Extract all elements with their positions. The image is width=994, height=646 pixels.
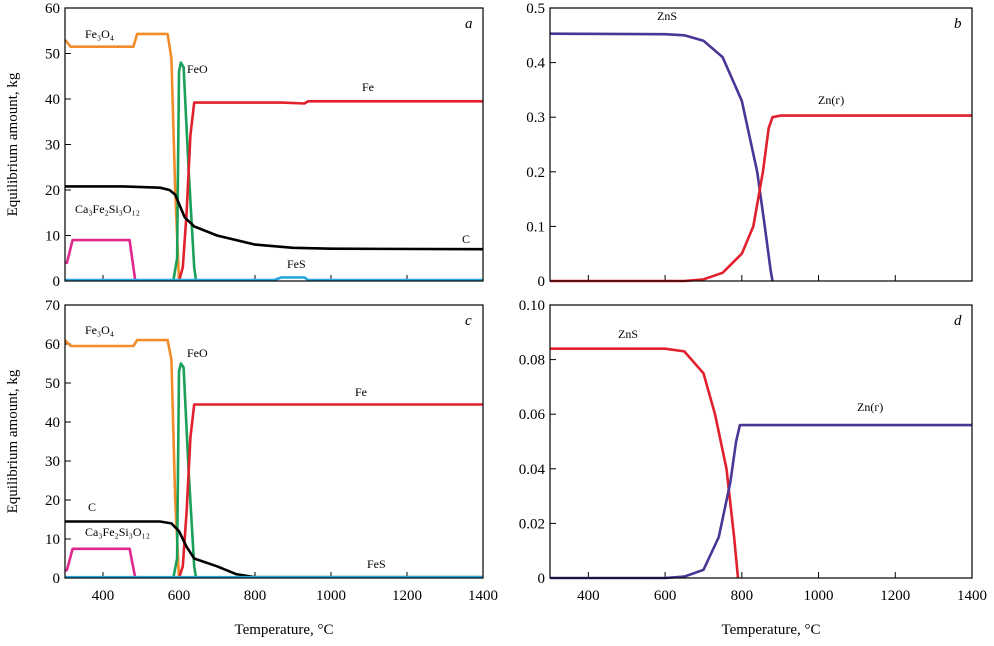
panel-letter: c <box>465 313 472 329</box>
series-line <box>65 238 137 282</box>
series-line <box>63 32 181 282</box>
series-label: FeS <box>287 257 306 271</box>
series-label: Fe <box>355 385 367 399</box>
series-label: FeS <box>367 557 386 571</box>
series-line <box>65 185 484 251</box>
series-line <box>177 403 483 579</box>
y-tick-label: 0.08 <box>519 353 545 369</box>
series-line <box>65 520 483 579</box>
x-tick-label: 1000 <box>804 588 834 604</box>
y-tick-label: 0.4 <box>526 56 545 72</box>
y-axis-label: Equilibrium amount, kg <box>5 72 21 216</box>
plot-frame <box>64 7 484 282</box>
y-tick-label: 0.10 <box>519 298 545 314</box>
y-tick-label: 50 <box>45 376 60 392</box>
x-tick-label: 800 <box>244 588 267 604</box>
series-label: Fe₃O₄ <box>85 27 114 41</box>
series-line <box>64 338 181 579</box>
series-label: C <box>462 232 470 246</box>
series-line <box>549 32 774 282</box>
y-tick-label: 0.04 <box>519 462 546 478</box>
y-axis-label: Equilibrium amount, kg <box>5 369 21 513</box>
series-line <box>550 347 740 579</box>
series-label: Zn(г) <box>857 400 883 414</box>
x-tick-label: 1200 <box>392 588 422 604</box>
y-tick-label: 0.06 <box>519 407 546 423</box>
x-tick-label: 1400 <box>957 588 987 604</box>
y-tick-label: 0 <box>538 571 546 587</box>
y-tick-label: 0.3 <box>526 110 545 126</box>
series-line <box>172 61 198 282</box>
x-axis-label: Temperature, °C <box>721 622 820 638</box>
panel-letter: b <box>954 16 962 32</box>
series-label: C <box>88 500 96 514</box>
series-line <box>550 114 972 283</box>
y-tick-label: 20 <box>45 183 60 199</box>
y-tick-label: 70 <box>45 298 60 314</box>
series-label: FeO <box>187 62 208 76</box>
panel-letter: d <box>954 313 962 329</box>
x-tick-label: 800 <box>731 588 754 604</box>
x-tick-label: 1400 <box>468 588 498 604</box>
series-line <box>65 547 137 579</box>
y-tick-label: 0 <box>53 274 61 290</box>
series-label: ZnS <box>657 9 677 23</box>
plot-frame <box>549 304 973 579</box>
x-tick-label: 600 <box>168 588 191 604</box>
x-tick-label: 600 <box>654 588 677 604</box>
series-label: Fe <box>362 80 374 94</box>
x-axis-label: Temperature, °C <box>234 622 333 638</box>
series-label: Ca₃Fe₂Si₃O₁₂ <box>85 525 150 539</box>
y-tick-label: 0.2 <box>526 165 545 181</box>
series-label: Fe₃O₄ <box>85 323 114 337</box>
y-tick-label: 10 <box>45 229 60 245</box>
plot-frame <box>549 7 973 282</box>
y-tick-label: 30 <box>45 454 60 470</box>
series-label: Ca₃Fe₂Si₃O₁₂ <box>75 202 140 216</box>
y-tick-label: 0.02 <box>519 516 545 532</box>
y-tick-label: 50 <box>45 47 60 63</box>
series-label: ZnS <box>618 327 638 341</box>
plot-frame <box>64 304 484 579</box>
y-tick-label: 0.1 <box>526 219 545 235</box>
x-tick-label: 400 <box>92 588 115 604</box>
series-label: FeO <box>187 346 208 360</box>
y-tick-label: 0.5 <box>526 1 545 17</box>
series-line <box>177 100 483 282</box>
y-tick-label: 0 <box>53 571 61 587</box>
series-line <box>550 423 972 580</box>
x-tick-label: 1000 <box>316 588 346 604</box>
y-tick-label: 40 <box>45 92 60 108</box>
y-tick-label: 30 <box>45 138 60 154</box>
y-tick-label: 40 <box>45 415 60 431</box>
x-tick-label: 1200 <box>880 588 910 604</box>
panel-letter: a <box>465 16 473 32</box>
y-tick-label: 0 <box>538 274 546 290</box>
series-label: Zn(г) <box>818 93 844 107</box>
y-tick-label: 60 <box>45 337 60 353</box>
y-tick-label: 10 <box>45 532 60 548</box>
y-tick-label: 20 <box>45 493 60 509</box>
y-tick-label: 60 <box>45 1 60 17</box>
x-tick-label: 400 <box>577 588 600 604</box>
series-line <box>172 362 198 579</box>
series-line <box>65 276 483 282</box>
